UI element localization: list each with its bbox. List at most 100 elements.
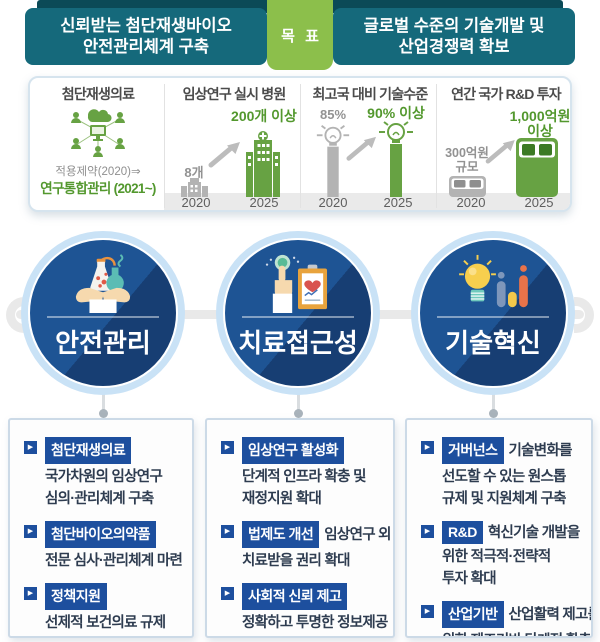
play-bullet-icon: ▶ [221, 441, 234, 454]
pillar-drop-line [102, 394, 105, 415]
item-label: R&D [442, 521, 483, 544]
goal-badge: 목 표 [267, 0, 333, 70]
stat-note-before: 적용제약(2020)⇒ [55, 166, 141, 178]
item-label: 임상연구 활성화 [242, 437, 345, 464]
pillar-divider [47, 316, 159, 318]
column-divider [300, 84, 301, 208]
item-text: 전문 심사·관리체계 마련 [45, 553, 183, 569]
pillar-treatment-access: 치료접근성 [223, 238, 373, 388]
connector-end-right [574, 297, 594, 333]
pillar-tech-innovation: 기술혁신 [418, 238, 568, 388]
stat-col-regenerative-medicine: 첨단재생의료 적용제약(2020)⇒ [30, 78, 166, 210]
list-item: ▶ 임상연구 활성화 단계적 인프라 확충 및 재정지원 확대 [221, 437, 387, 510]
growth-arrow-icon [346, 136, 376, 161]
play-bullet-icon: ▶ [24, 441, 37, 454]
stat-small-value-line1: 300억원 [445, 146, 489, 160]
connector-end-left [6, 297, 26, 333]
play-bullet-icon: ▶ [421, 605, 434, 618]
item-text: 등 기반 확보 [242, 634, 387, 636]
pillar-drop-dot [294, 409, 303, 418]
column-divider [436, 84, 437, 208]
pillar-safety: 안전관리 [28, 238, 178, 388]
year-to: 2025 [524, 195, 554, 210]
item-label: 정책지원 [45, 583, 107, 610]
play-bullet-icon: ▶ [421, 525, 434, 538]
item-label: 거버넌스 [442, 437, 504, 464]
stat-col-rnd-investment: 연간 국가 R&D 투자 1,000억원 이상 300억원 규모 2020 [438, 78, 574, 210]
stat-title: 첨단재생의료 [61, 86, 135, 102]
pillar-drop-line [297, 394, 300, 415]
hands-flasks-icon [65, 253, 141, 313]
item-text: 위한 제조기반 단계적 확충 [442, 630, 591, 636]
goal-right-line1: 글로벌 수준의 기술개발 및 [363, 16, 545, 35]
item-inline-text: 산업활력 제고를 [508, 607, 593, 623]
stat-big-value-line1: 1,000억원 [509, 108, 571, 124]
growth-arrow-icon [208, 142, 240, 168]
hospital-building-small-icon [181, 178, 208, 197]
stat-title: 임상연구 실시 병원 [182, 86, 287, 102]
list-item: ▶ 법제도 개선 임상연구 외 치료받을 권리 확대 [221, 521, 392, 572]
year-from: 2020 [456, 195, 486, 210]
play-bullet-icon: ▶ [221, 587, 234, 600]
item-text: 재정지원 확대 [242, 491, 322, 507]
list-item: ▶ R&D 혁신기술 개발을 위한 적극적·전략적 투자 확대 [421, 521, 585, 590]
item-label: 사회적 신뢰 제고 [242, 583, 348, 610]
stat-col-tech-level: 최고국 대비 기술수준 85% 90% 이상 [302, 78, 438, 210]
clipboard-heart-hand-icon [260, 253, 336, 313]
item-label: 법제도 개선 [242, 521, 320, 548]
item-label: 첨단재생의료 [45, 437, 132, 464]
item-text: 규제 및 지원체계 구축 [442, 491, 566, 507]
pillar-drop-line [492, 394, 495, 415]
stat-small-value-line2: 규모 [455, 160, 479, 174]
stats-panel: 첨단재생의료 적용제약(2020)⇒ [28, 76, 572, 212]
goal-left-line1: 신뢰받는 첨단재생바이오 [60, 16, 232, 35]
year-to: 2025 [249, 195, 279, 210]
item-text: 연구체계 구축 [45, 634, 186, 636]
goal-left-box: 신뢰받는 첨단재생바이오 안전관리체계 구축 [25, 8, 267, 65]
pillar-label-tech-innovation: 기술혁신 [445, 328, 541, 358]
stat-big-value-line2: 이상 [527, 123, 553, 139]
year-strip [164, 193, 570, 210]
list-item: ▶ 거버넌스 기술변화를 선도할 수 있는 원스톱 규제 및 지원체계 구축 [421, 437, 585, 510]
goal-left-line2: 안전관리체계 구축 [82, 37, 210, 56]
list-item: ▶ 첨단재생의료 국가차원의 임상연구 심의·관리체계 구축 [24, 437, 186, 510]
item-label: 첨단바이오의약품 [45, 521, 157, 548]
lightbulb-bar-green-icon [379, 121, 413, 197]
list-item: ▶ 정책지원 선제적 보건의료 규제 연구체계 구축 [24, 583, 186, 636]
play-bullet-icon: ▶ [221, 525, 234, 538]
pillar-divider [242, 316, 354, 318]
item-inline-text: 혁신기술 개발을 [487, 525, 581, 541]
item-text: 투자 확대 [442, 571, 497, 587]
item-inline-text: 기술변화를 [508, 443, 573, 459]
item-text: 국가차원의 임상연구 [45, 469, 163, 485]
growth-arrow-icon [485, 140, 515, 164]
pillar-divider [437, 316, 549, 318]
goal-right-line2: 산업경쟁력 확보 [398, 37, 510, 56]
stat-big-value: 90% 이상 [367, 105, 425, 121]
money-cart-small-icon [449, 176, 486, 197]
goal-badge-label: 목 표 [281, 27, 322, 45]
item-inline-text: 임상연구 외 [324, 527, 391, 543]
network-people-icon [71, 109, 125, 157]
list-item: ▶ 첨단바이오의약품 전문 심사·관리체계 마련 [24, 521, 186, 572]
detail-box-tech-innovation: ▶ 거버넌스 기술변화를 선도할 수 있는 원스톱 규제 및 지원체계 구축 ▶ … [405, 418, 593, 638]
item-text: 위한 적극적·전략적 [442, 549, 551, 565]
pillar-drop-dot [99, 409, 108, 418]
detail-box-treatment-access: ▶ 임상연구 활성화 단계적 인프라 확충 및 재정지원 확대 ▶ 법제도 개선… [205, 418, 395, 638]
stat-big-value: 200개 이상 [231, 108, 297, 124]
stat-title: 최고국 대비 기술수준 [312, 86, 429, 102]
year-to: 2025 [383, 195, 413, 210]
stat-note-after: 연구통합관리 (2021~) [40, 181, 156, 196]
year-from: 2020 [181, 195, 211, 210]
list-item: ▶ 사회적 신뢰 제고 정확하고 투명한 정보제공 등 기반 확보 [221, 583, 388, 636]
goal-right-box: 글로벌 수준의 기술개발 및 산업경쟁력 확보 [333, 8, 575, 65]
pillar-label-safety: 안전관리 [55, 328, 151, 358]
year-from: 2020 [318, 195, 348, 210]
item-text: 치료받을 권리 확대 [242, 553, 350, 569]
item-text: 선제적 보건의료 규제 [45, 615, 166, 631]
stat-small-value: 8개 [184, 165, 204, 180]
stat-title: 연간 국가 R&D 투자 [451, 86, 561, 102]
item-text: 선도할 수 있는 원스톱 [442, 469, 566, 485]
